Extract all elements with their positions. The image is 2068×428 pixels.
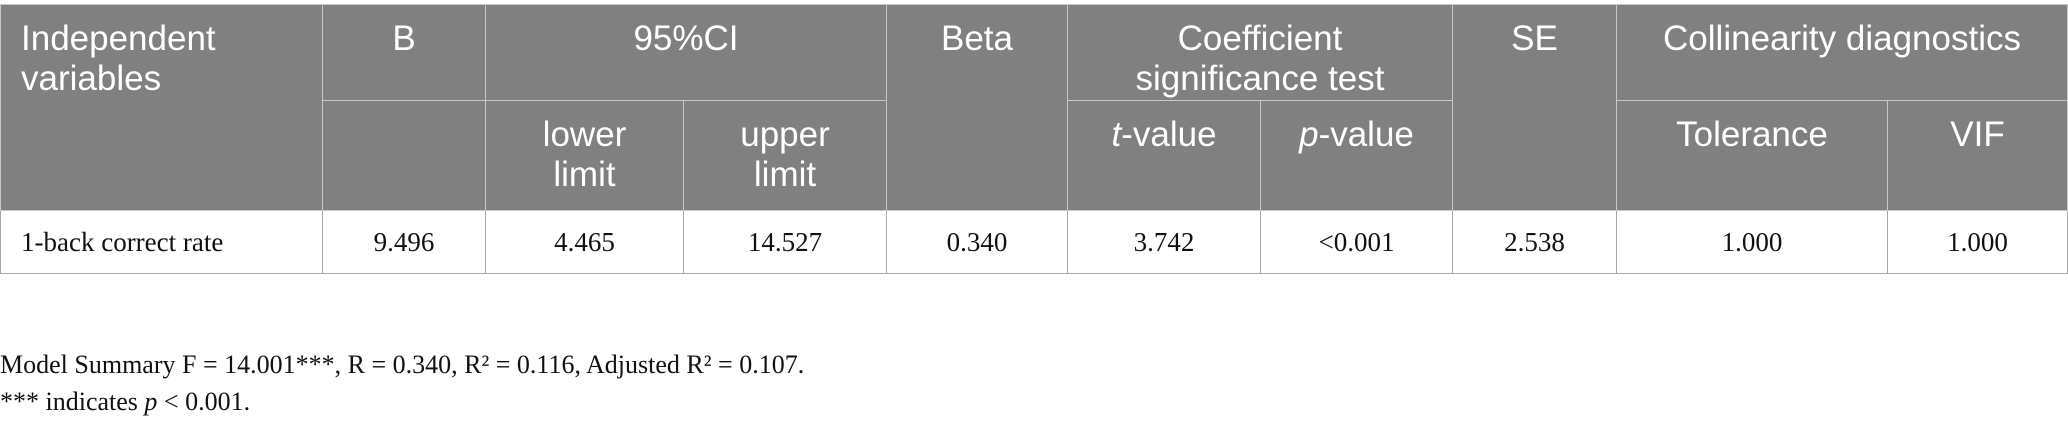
table-cell: 4.465: [485, 210, 684, 274]
table-cell: 9.496: [322, 210, 486, 274]
header-text: upper limit: [740, 115, 830, 194]
table-cell: 0.340: [886, 210, 1068, 274]
footnote: Model Summary F = 14.001***, R = 0.340, …: [0, 350, 804, 380]
header-cell: SE: [1452, 4, 1617, 211]
header-text: -value: [1318, 115, 1414, 154]
footnote-text: < 0.001.: [157, 387, 251, 416]
header-text: t: [1111, 115, 1122, 154]
footnote-text: Model Summary F = 14.001***, R = 0.340, …: [0, 350, 805, 379]
header-cell: Coefficient significance test: [1067, 4, 1453, 101]
table-cell: 2.538: [1452, 210, 1617, 274]
table-cell: 14.527: [683, 210, 887, 274]
header-cell: Independent variables: [0, 4, 323, 211]
header-cell: Tolerance: [1616, 100, 1888, 211]
header-cell: 95%CI: [485, 4, 887, 101]
footnote-text: p: [144, 387, 158, 416]
header-text: -value: [1121, 115, 1217, 154]
table-row: 1-back correct rate 9.496 4.465 14.527 0.340…: [0, 210, 2068, 274]
table-cell: 1.000: [1886, 210, 2068, 274]
header-text: Coefficient significance test: [1135, 19, 1385, 98]
header-cell: p-value: [1260, 100, 1453, 211]
table-cell: 1.000: [1616, 210, 1888, 274]
header-text: lower limit: [542, 115, 627, 194]
header-cell: lower limit: [485, 100, 684, 211]
header-text: p: [1299, 115, 1319, 154]
header-cell: Collinearity diagnostics: [1615, 4, 2068, 101]
table-cell: 3.742: [1067, 210, 1261, 274]
regression-table: Independent variables B 95%CI Beta Coeff…: [0, 4, 2068, 274]
header-text: Independent variables: [21, 19, 216, 98]
header-cell: t-value: [1067, 100, 1261, 211]
table-cell: 1-back correct rate: [0, 210, 323, 274]
table-cell: <0.001: [1260, 210, 1453, 274]
footnote: *** indicates p < 0.001.: [0, 387, 250, 417]
table-body: 1-back correct rate 9.496 4.465 14.527 0.340…: [0, 210, 2068, 274]
header-cell: [322, 100, 486, 211]
header-cell: upper limit: [683, 100, 887, 211]
header-cell: B: [322, 4, 486, 101]
footnote-text: *** indicates: [0, 387, 145, 416]
header-cell: Beta: [886, 4, 1068, 211]
header-cell: VIF: [1886, 100, 2068, 211]
